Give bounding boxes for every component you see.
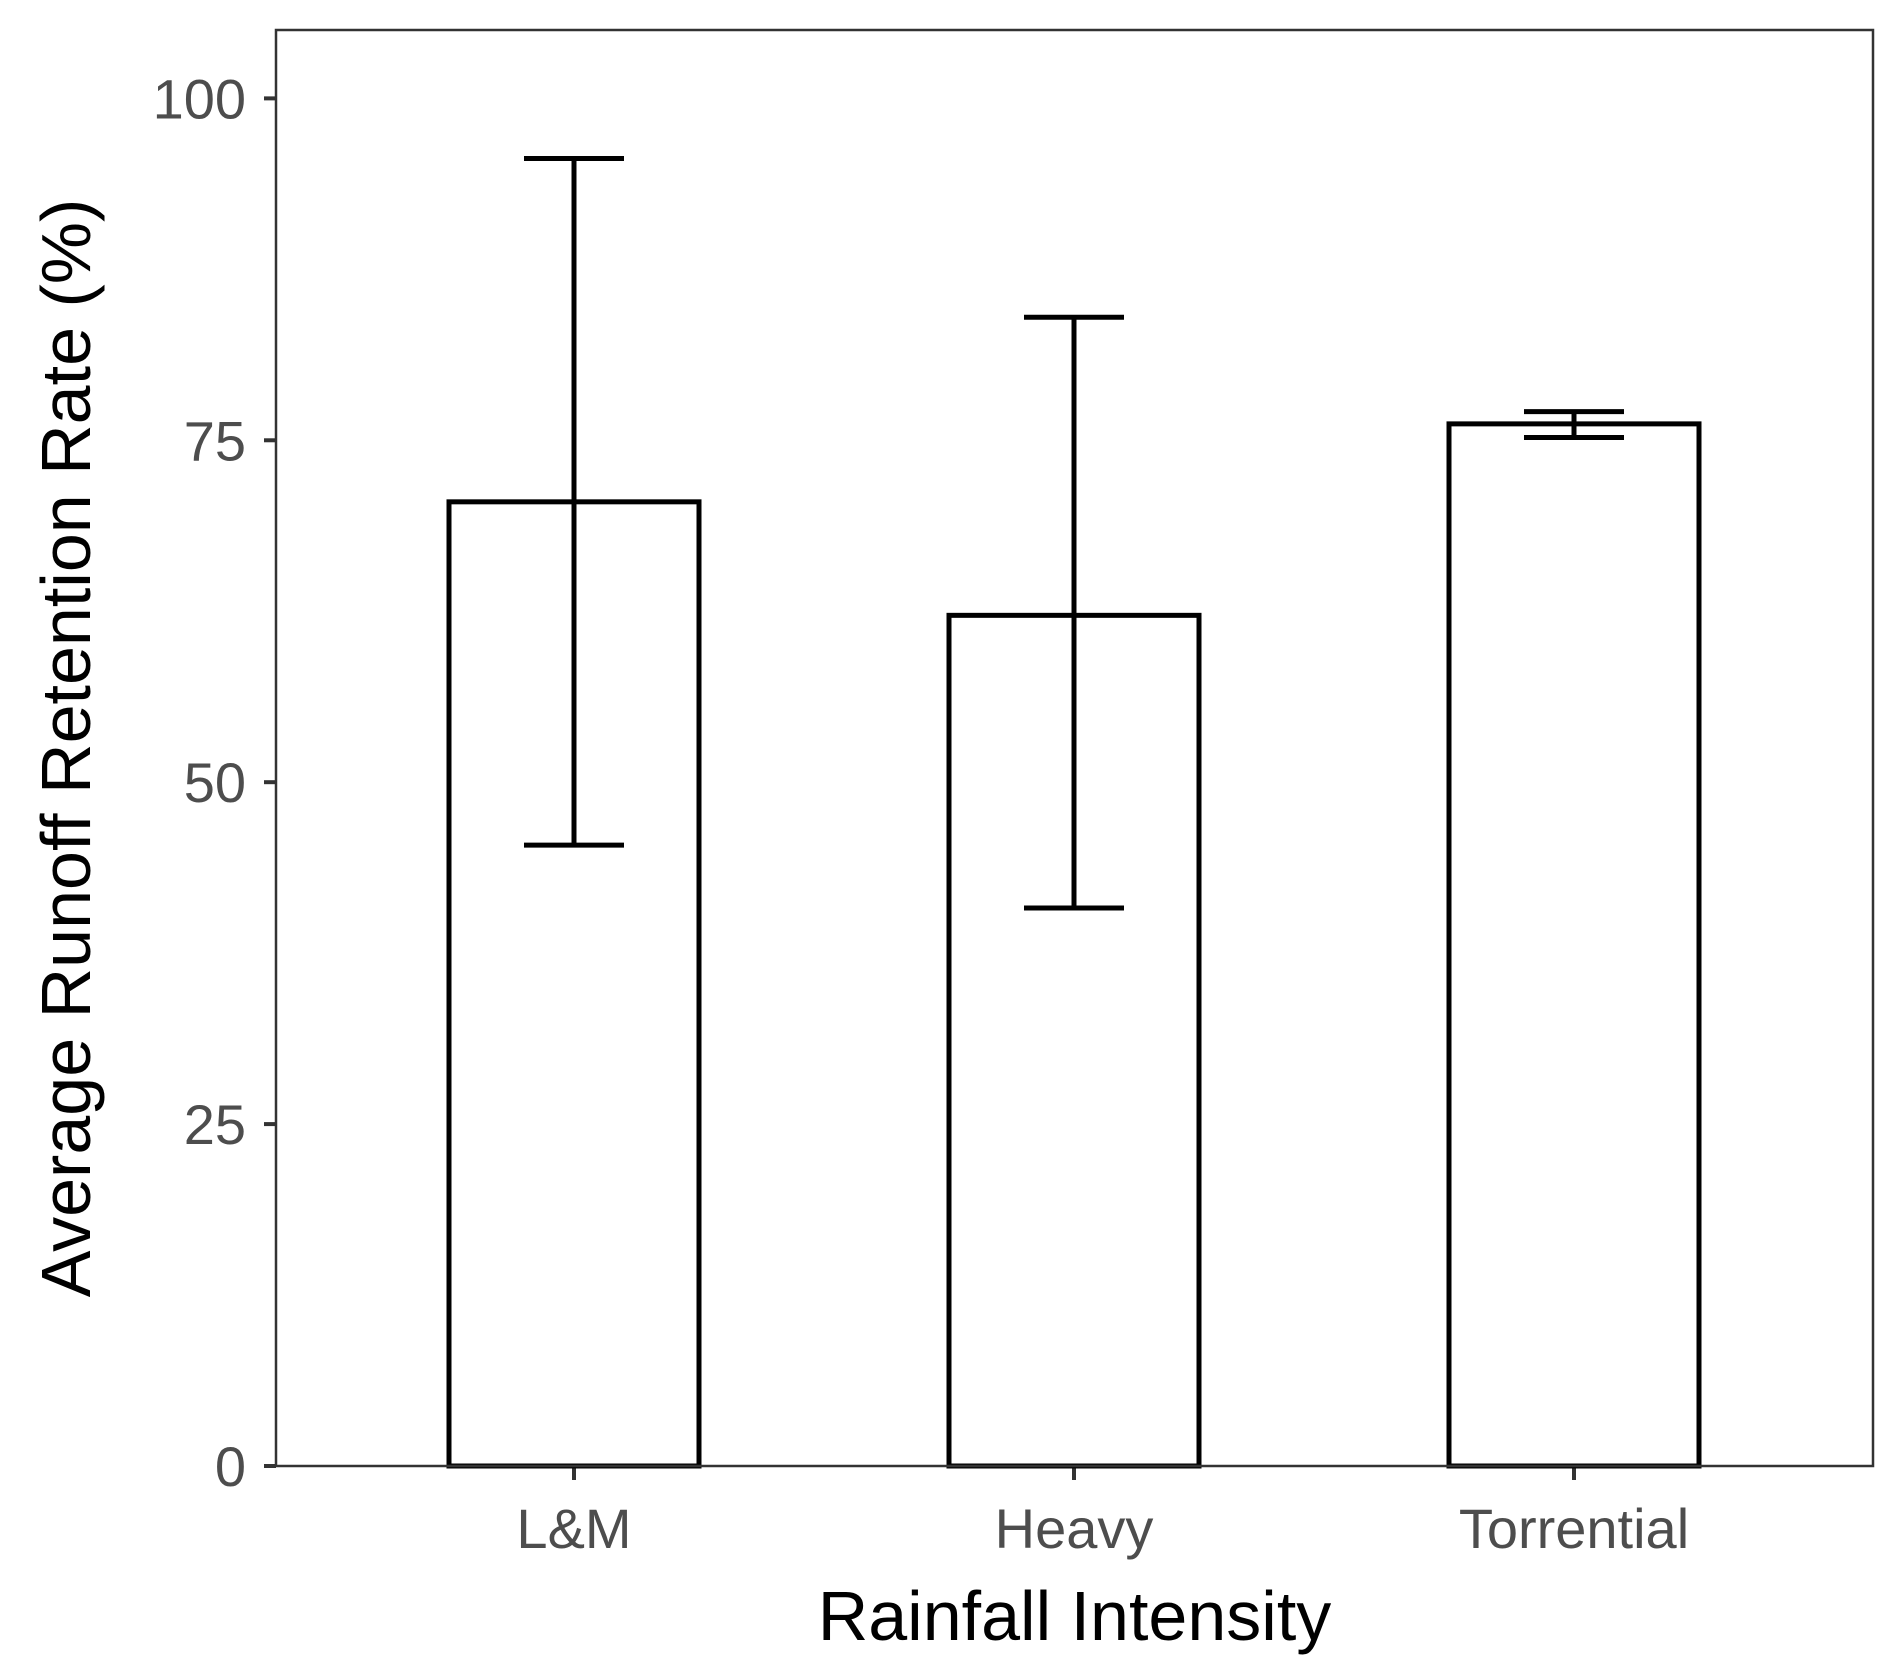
x-tick-label: L&M (516, 1497, 631, 1560)
error-bar-l-m (524, 156, 624, 848)
x-axis-title: Rainfall Intensity (818, 1577, 1332, 1655)
y-tick-label: 100 (153, 67, 246, 130)
plot-panel-border (274, 28, 1875, 1468)
error-bar-torrential (1524, 409, 1624, 441)
error-bars (524, 156, 1624, 911)
error-bar-heavy (1024, 314, 1124, 911)
y-tick-label: 0 (215, 1435, 246, 1498)
bar-torrential (1446, 421, 1702, 1469)
y-tick-label: 25 (184, 1093, 246, 1156)
y-axis-title: Average Runoff Retention Rate (%) (27, 199, 105, 1298)
y-axis-ticks: 0 25 50 75 100 (153, 67, 276, 1498)
x-tick-label: Torrential (1459, 1497, 1689, 1560)
x-tick-label: Heavy (995, 1497, 1154, 1560)
x-axis-ticks: L&M Heavy Torrential (516, 1466, 1689, 1560)
y-tick-label: 50 (184, 751, 246, 814)
y-tick-label: 75 (184, 409, 246, 472)
